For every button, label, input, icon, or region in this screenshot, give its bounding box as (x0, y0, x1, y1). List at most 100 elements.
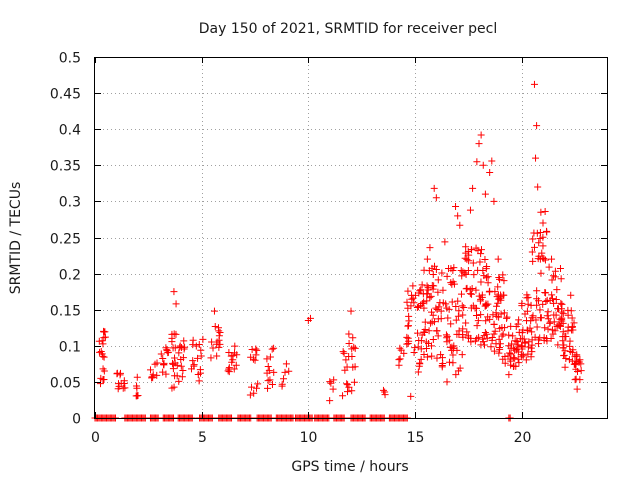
data-point-plus (425, 327, 433, 335)
data-point-plus (463, 328, 471, 336)
data-point-plus (449, 359, 457, 367)
data-point-plus (99, 340, 107, 348)
data-point-plus (448, 298, 456, 306)
data-point-plus (503, 313, 511, 321)
data-point-plus (477, 311, 485, 319)
data-point-plus (454, 297, 462, 305)
data-point-plus (160, 360, 168, 368)
data-point-plus (529, 235, 537, 243)
data-point-plus (438, 269, 446, 277)
y-tick-label: 0.15 (50, 304, 81, 320)
data-point-plus (530, 243, 538, 251)
y-tick-label: 0.2 (59, 268, 81, 284)
data-point-plus (482, 301, 490, 309)
x-axis-label: GPS time / hours (291, 459, 408, 475)
data-point-plus (542, 227, 550, 235)
data-point-plus (444, 314, 452, 322)
data-point-plus (199, 335, 207, 343)
data-point-plus (216, 328, 224, 336)
data-point-plus (176, 343, 184, 351)
data-point-plus (189, 357, 197, 365)
data-point-plus (483, 330, 491, 338)
data-point-plus (248, 383, 256, 391)
data-point-plus (192, 342, 200, 350)
data-point-plus (462, 271, 470, 279)
y-tick-label: 0.35 (50, 159, 81, 175)
data-point-plus (452, 316, 460, 324)
data-point-plus (479, 161, 487, 169)
data-point-plus (480, 272, 488, 280)
data-point-plus (505, 349, 513, 357)
data-point-plus (506, 355, 514, 363)
data-point-plus (573, 385, 581, 393)
data-point-plus (505, 331, 513, 339)
data-point-plus (450, 264, 458, 272)
data-point-plus (248, 345, 256, 353)
data-point-plus (99, 365, 107, 373)
data-point-plus (481, 190, 489, 198)
data-point-plus (434, 288, 442, 296)
data-point-plus (420, 328, 428, 336)
data-point-plus (339, 392, 347, 400)
data-point-plus (429, 311, 437, 319)
data-point-plus (546, 296, 554, 304)
data-point-plus (541, 324, 549, 332)
data-point-plus (345, 340, 353, 348)
data-point-plus (209, 344, 217, 352)
data-point-plus (100, 327, 108, 335)
data-point-plus (179, 366, 187, 374)
data-point-plus (120, 380, 128, 388)
data-point-plus (484, 300, 492, 308)
data-point-plus (498, 324, 506, 332)
x-tick-label: 20 (514, 430, 532, 446)
data-point-plus (469, 184, 477, 192)
data-point-plus (423, 290, 431, 298)
data-point-plus (263, 355, 271, 363)
data-point-plus (529, 257, 537, 265)
data-point-plus (133, 382, 141, 390)
data-point-plus (459, 311, 467, 319)
data-point-plus (527, 317, 535, 325)
data-point-plus (264, 363, 272, 371)
data-point-plus (473, 322, 481, 330)
data-point-plus (162, 344, 170, 352)
data-point-plus (472, 244, 480, 252)
data-point-plus (172, 330, 180, 338)
data-point-plus (168, 334, 176, 342)
data-point-plus (216, 340, 224, 348)
y-tick-label: 0.1 (59, 340, 81, 356)
data-point-plus (462, 319, 470, 327)
data-point-plus (473, 158, 481, 166)
data-point-plus (251, 356, 259, 364)
data-point-plus (561, 347, 569, 355)
data-point-plus (348, 345, 356, 353)
data-point-plus (509, 332, 517, 340)
data-point-plus (559, 344, 567, 352)
data-point-plus (534, 340, 542, 348)
data-point-plus (533, 122, 541, 130)
data-point-plus (306, 314, 314, 322)
data-point-plus (460, 304, 468, 312)
data-point-plus (457, 290, 465, 298)
data-point-plus (484, 273, 492, 281)
data-point-plus (561, 363, 569, 371)
data-point-plus (547, 335, 555, 343)
data-point-plus (466, 206, 474, 214)
data-point-plus (524, 343, 532, 351)
data-point-plus (404, 304, 412, 312)
data-point-plus (100, 334, 108, 342)
data-point-plus (190, 361, 198, 369)
data-points (91, 80, 585, 422)
data-point-plus (447, 320, 455, 328)
data-point-plus (528, 341, 536, 349)
y-tick-label: 0.3 (59, 195, 81, 211)
data-point-plus (427, 342, 435, 350)
data-point-plus (97, 374, 105, 382)
data-point-plus (560, 351, 568, 359)
data-point-plus (514, 348, 522, 356)
data-point-plus (172, 300, 180, 308)
data-point-plus (168, 384, 176, 392)
data-point-plus (509, 354, 517, 362)
data-point-plus (495, 349, 503, 357)
data-point-plus (418, 281, 426, 289)
